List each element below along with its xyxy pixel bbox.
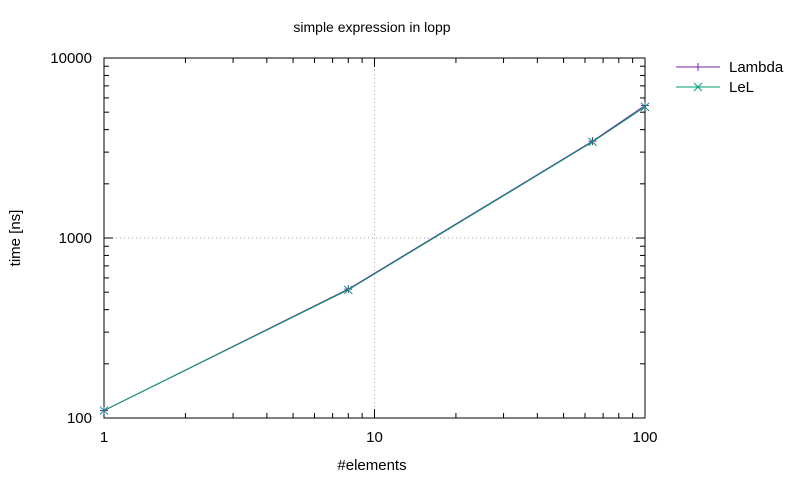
- series-line-lel: [103, 106, 646, 411]
- data-point-lel: [588, 137, 597, 147]
- legend: Lambda LeL: [676, 59, 784, 96]
- x-tick-label-100: 100: [632, 429, 657, 446]
- data-point-lel: [343, 285, 353, 295]
- legend-marker-lambda: [694, 63, 702, 71]
- x-axis-label: #elements: [337, 457, 406, 474]
- legend-marker-lel: [693, 82, 703, 92]
- marker-stroke: [588, 137, 597, 147]
- legend-marker-stroke: [693, 82, 703, 92]
- marker-stroke: [693, 82, 703, 92]
- plot-frame: [103, 57, 646, 419]
- chart-title: simple expression in lopp: [293, 19, 450, 35]
- y-tick-label-1000: 1000: [59, 230, 92, 247]
- marker-stroke: [99, 406, 109, 415]
- y-tick-label-100: 100: [67, 410, 92, 427]
- marker-stroke: [343, 285, 353, 295]
- data-point-lel: [99, 406, 109, 415]
- y-axis-label: time [ns]: [7, 210, 24, 267]
- data-point-lel: [640, 102, 650, 112]
- data-point-lambda: [641, 101, 649, 110]
- marker-stroke: [640, 102, 650, 112]
- series-layer: [99, 101, 650, 415]
- x-tick-label-1: 1: [100, 429, 108, 446]
- legend-label-lambda: Lambda: [729, 59, 784, 76]
- x-tick-label-10: 10: [366, 429, 383, 446]
- data-point-lambda: [344, 285, 353, 294]
- y-tick-label-10000: 10000: [50, 50, 92, 67]
- legend-marker-stroke: [694, 63, 702, 71]
- legend-label-lel: LeL: [729, 79, 754, 96]
- grid-lines: [104, 58, 645, 418]
